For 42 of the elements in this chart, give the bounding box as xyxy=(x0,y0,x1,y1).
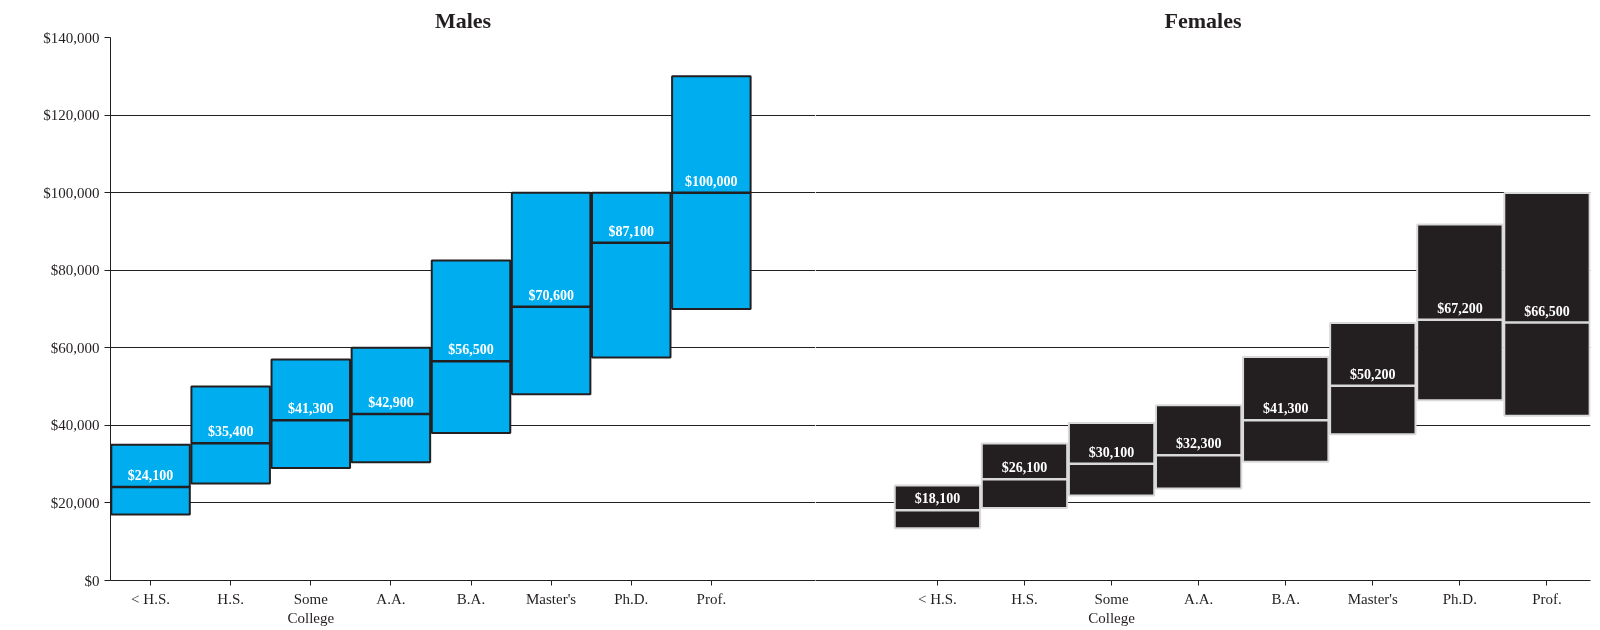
x-tick-label: Ph.D. xyxy=(1442,590,1477,607)
text: $30,100 xyxy=(1088,444,1135,460)
y-tick-label: $0 xyxy=(84,572,100,589)
y-tick-label: $20,000 xyxy=(50,494,100,511)
y-tick-label: $60,000 xyxy=(50,339,100,356)
text: $35,400 xyxy=(207,424,254,440)
x-tick-label: < H.S. xyxy=(917,590,957,607)
x-tick-label: A.A. xyxy=(1184,590,1214,607)
x-tick-label: A.A. xyxy=(376,590,406,607)
y-tick-label: $100,000 xyxy=(43,184,100,201)
text: $87,100 xyxy=(608,223,654,239)
y-tick-label: $140,000 xyxy=(43,29,100,46)
text: $42,900 xyxy=(368,395,414,411)
text: $67,200 xyxy=(1437,300,1483,316)
chart-title: Females xyxy=(1164,7,1242,33)
text: $18,100 xyxy=(914,491,961,507)
text: $100,000 xyxy=(685,173,738,189)
text: $26,100 xyxy=(1001,460,1048,476)
chart-title: Males xyxy=(434,7,492,33)
x-tick-label: Prof. xyxy=(1532,590,1562,607)
text: $41,300 xyxy=(1262,401,1309,417)
text: $32,300 xyxy=(1175,436,1222,452)
x-tick-label: Master's xyxy=(1347,590,1399,607)
text: $50,200 xyxy=(1350,366,1396,382)
x-tick-label: Ph.D. xyxy=(614,590,649,607)
x-tick-label: H.S. xyxy=(217,590,245,607)
y-tick-label: $40,000 xyxy=(50,417,100,434)
x-tick-label: Prof. xyxy=(696,590,727,607)
text: $56,500 xyxy=(448,342,494,358)
y-tick-label: $80,000 xyxy=(50,262,100,279)
x-tick-label: Some College xyxy=(1088,590,1136,626)
x-tick-label: < H.S. xyxy=(131,590,171,607)
x-tick-label: Master's xyxy=(526,590,577,607)
x-tick-label: B.A. xyxy=(456,590,486,607)
x-tick-label: B.A. xyxy=(1271,590,1300,607)
text: $66,500 xyxy=(1524,303,1570,319)
text: $70,600 xyxy=(528,287,574,303)
text: $41,300 xyxy=(288,401,334,417)
text: $24,100 xyxy=(127,468,174,484)
y-tick-label: $120,000 xyxy=(43,107,100,124)
x-tick-label: Some College xyxy=(287,590,335,626)
x-tick-label: H.S. xyxy=(1011,590,1038,607)
